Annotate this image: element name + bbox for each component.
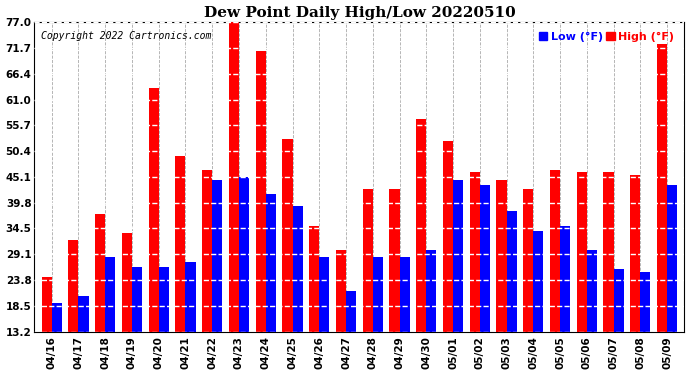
Bar [426,250,437,332]
Bar [229,17,239,332]
Bar [52,303,62,332]
Bar [613,270,624,332]
Bar [213,180,222,332]
Bar [550,170,560,332]
Bar [657,44,667,332]
Bar [389,189,400,332]
Bar [373,257,383,332]
Bar [95,214,106,332]
Text: Copyright 2022 Cartronics.com: Copyright 2022 Cartronics.com [41,32,211,41]
Bar [266,194,276,332]
Bar [293,206,303,332]
Bar [523,189,533,332]
Bar [239,177,249,332]
Bar [148,88,159,332]
Bar [132,267,142,332]
Bar [363,189,373,332]
Bar [79,296,88,332]
Bar [560,226,570,332]
Bar [603,172,613,332]
Bar [470,172,480,332]
Bar [346,291,356,332]
Bar [496,180,506,332]
Bar [41,277,52,332]
Bar [319,257,329,332]
Bar [175,156,186,332]
Bar [282,138,293,332]
Bar [309,226,319,332]
Bar [202,170,213,332]
Bar [480,184,490,332]
Title: Dew Point Daily High/Low 20220510: Dew Point Daily High/Low 20220510 [204,6,515,20]
Bar [533,231,544,332]
Bar [106,257,115,332]
Bar [255,51,266,332]
Bar [577,172,586,332]
Bar [630,175,640,332]
Bar [159,267,169,332]
Bar [640,272,651,332]
Legend: Low (°F), High (°F): Low (°F), High (°F) [534,28,679,46]
Bar [667,184,677,332]
Bar [416,119,426,332]
Bar [122,233,132,332]
Bar [186,262,196,332]
Bar [506,211,517,332]
Bar [453,180,463,332]
Bar [586,250,597,332]
Bar [68,240,79,332]
Bar [336,250,346,332]
Bar [400,257,410,332]
Bar [443,141,453,332]
